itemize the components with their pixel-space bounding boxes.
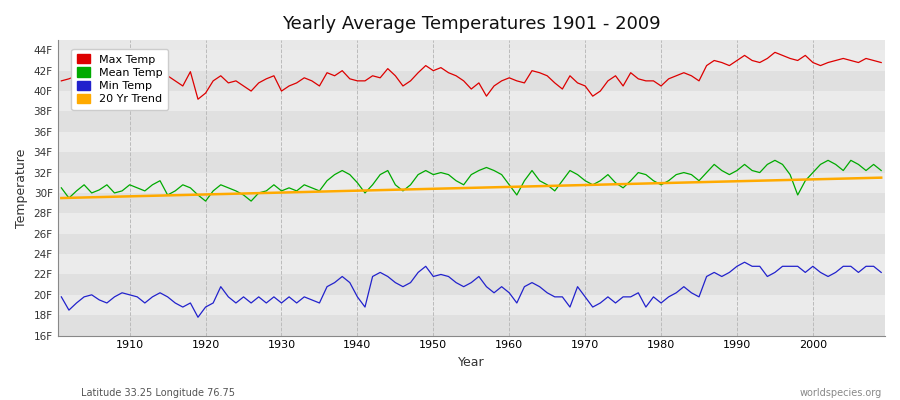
Bar	[58, 274, 885, 295]
Bar	[58, 132, 885, 152]
Bar	[58, 71, 885, 91]
Bar	[58, 152, 885, 172]
Legend: Max Temp, Mean Temp, Min Temp, 20 Yr Trend: Max Temp, Mean Temp, Min Temp, 20 Yr Tre…	[71, 49, 168, 110]
Bar	[58, 315, 885, 336]
Bar	[58, 172, 885, 193]
Bar	[58, 254, 885, 274]
Bar	[58, 112, 885, 132]
Bar	[58, 295, 885, 315]
Text: worldspecies.org: worldspecies.org	[800, 388, 882, 398]
Text: Latitude 33.25 Longitude 76.75: Latitude 33.25 Longitude 76.75	[81, 388, 235, 398]
Bar	[58, 50, 885, 71]
Title: Yearly Average Temperatures 1901 - 2009: Yearly Average Temperatures 1901 - 2009	[282, 15, 661, 33]
Bar	[58, 234, 885, 254]
Bar	[58, 91, 885, 112]
X-axis label: Year: Year	[458, 356, 484, 369]
Y-axis label: Temperature: Temperature	[15, 148, 28, 228]
Bar	[58, 213, 885, 234]
Bar	[58, 193, 885, 213]
